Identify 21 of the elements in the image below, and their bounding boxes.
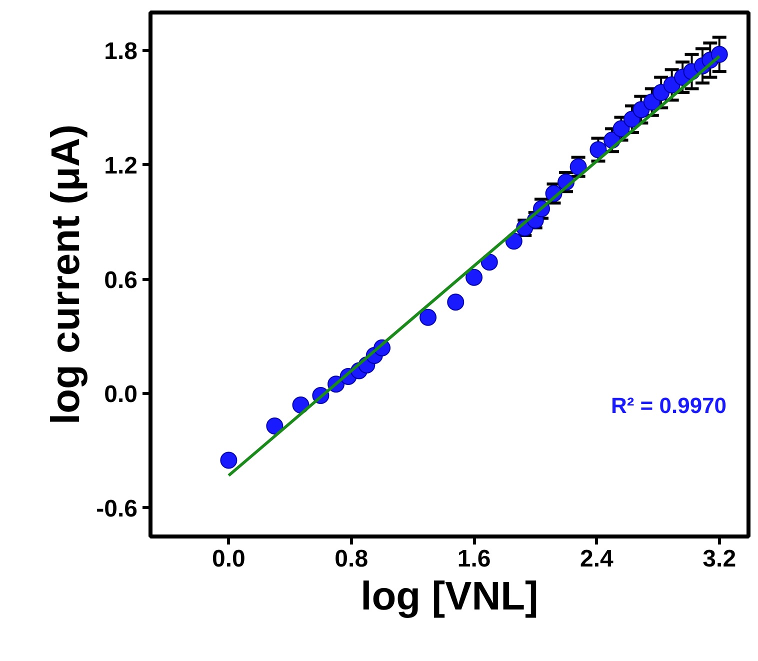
point — [466, 268, 483, 286]
point — [590, 141, 607, 158]
point — [447, 294, 464, 311]
x-tick-label: 0.8 — [334, 546, 368, 572]
y-tick-label: 1.2 — [104, 152, 138, 180]
x-axis-title: log [VNL] — [360, 574, 538, 618]
x-tick-label: 1.6 — [457, 546, 491, 572]
annotation: R² = 0.9970 — [610, 393, 727, 418]
x-tick-label: 2.4 — [580, 546, 614, 572]
point — [266, 418, 284, 434]
point — [220, 452, 238, 469]
y-tick-label: 1.8 — [104, 38, 138, 66]
point — [420, 308, 437, 326]
y-tick-label: -0.6 — [96, 495, 138, 522]
y-axis-title: log current (μA) — [44, 124, 88, 425]
y-tick-label: 0.0 — [104, 381, 138, 408]
point — [570, 158, 587, 176]
x-tick-label: 3.2 — [702, 546, 736, 572]
point — [710, 46, 728, 63]
y-tick-label: 0.6 — [104, 266, 138, 294]
x-tick-label: 0.0 — [212, 546, 246, 572]
